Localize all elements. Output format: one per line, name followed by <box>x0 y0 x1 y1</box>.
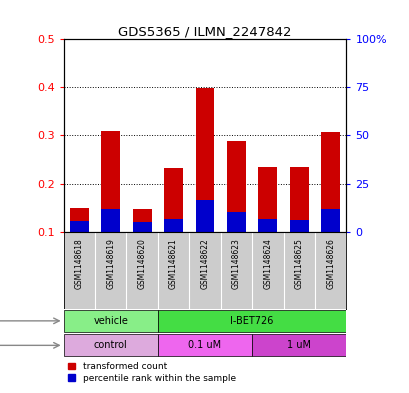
Bar <box>258 167 276 231</box>
Text: GSM1148625: GSM1148625 <box>294 238 303 289</box>
Bar <box>258 219 276 231</box>
Bar <box>227 141 245 231</box>
Text: I-BET726: I-BET726 <box>230 316 273 326</box>
Text: GSM1148626: GSM1148626 <box>326 238 335 289</box>
Bar <box>63 334 157 356</box>
Bar <box>70 208 88 231</box>
Bar <box>289 220 308 231</box>
Text: GSM1148622: GSM1148622 <box>200 238 209 288</box>
Bar <box>101 209 120 231</box>
Text: GSM1148624: GSM1148624 <box>263 238 272 289</box>
Bar <box>70 221 88 231</box>
Bar <box>164 168 182 231</box>
Bar <box>133 209 151 231</box>
Bar <box>252 334 346 356</box>
Bar <box>133 222 151 231</box>
Text: GSM1148619: GSM1148619 <box>106 238 115 289</box>
Legend: transformed count, percentile rank within the sample: transformed count, percentile rank withi… <box>68 362 235 383</box>
Text: 1 uM: 1 uM <box>287 340 310 350</box>
Bar <box>195 88 214 231</box>
Text: 0.1 uM: 0.1 uM <box>188 340 221 350</box>
Text: vehicle: vehicle <box>93 316 128 326</box>
Bar <box>157 334 252 356</box>
Bar <box>321 132 339 231</box>
Bar <box>157 310 346 332</box>
Bar <box>289 167 308 231</box>
Text: GSM1148618: GSM1148618 <box>74 238 83 288</box>
Bar <box>63 310 157 332</box>
Bar <box>195 200 214 231</box>
Bar <box>321 209 339 231</box>
Text: GSM1148621: GSM1148621 <box>169 238 178 288</box>
Bar <box>164 219 182 231</box>
Text: GSM1148620: GSM1148620 <box>137 238 146 289</box>
Bar <box>101 131 120 231</box>
Bar <box>227 213 245 231</box>
Text: GSM1148623: GSM1148623 <box>231 238 240 289</box>
Title: GDS5365 / ILMN_2247842: GDS5365 / ILMN_2247842 <box>118 25 291 38</box>
Text: control: control <box>94 340 127 350</box>
